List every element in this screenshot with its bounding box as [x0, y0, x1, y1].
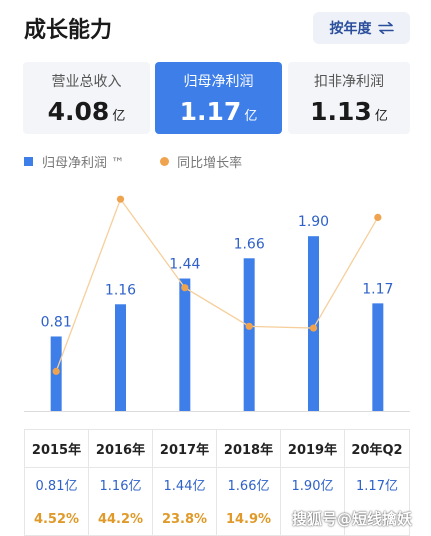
table-year-cell: 20年Q2 [345, 430, 409, 468]
growth-point-3 [245, 322, 253, 330]
metric-unit: 亿 [374, 108, 388, 124]
table-year-cell: 2016年 [89, 430, 153, 468]
chart-legend: 归母净利润 ™ 同比增长率 [24, 152, 242, 171]
legend-line-label: 同比增长率 [177, 156, 243, 171]
metric-unit: 亿 [112, 108, 126, 124]
data-table: 2015年 2016年 2017年 2018年 2019年 20年Q2 0.81亿 1.16亿… [24, 429, 410, 536]
table-year-cell: 2015年 [25, 430, 89, 468]
metric-card-deducted-profit[interactable]: 扣非净利润 1.13 亿 [288, 62, 410, 134]
growth-line [55, 197, 379, 372]
metric-label: 营业总收入 [51, 73, 122, 90]
bar-4 [308, 236, 319, 411]
metric-value: 1.13 [310, 96, 372, 126]
metric-unit: 亿 [244, 108, 258, 124]
growth-point-4 [309, 324, 318, 332]
table-year-cell: 2018年 [217, 430, 281, 468]
table-profit-cell: 1.16亿 [89, 468, 153, 501]
growth-point-0 [52, 367, 60, 375]
bar-label-1: 1.16 [105, 282, 136, 298]
bar-5 [372, 303, 384, 411]
table-profit-cell: 1.66亿 [217, 468, 281, 501]
watermark: 搜狐号@短线擒妖 [292, 510, 413, 528]
table-year-cell: 2017年 [153, 430, 217, 468]
bar-label-3: 1.66 [234, 236, 265, 252]
legend-bar-swatch [24, 157, 33, 166]
metric-card-revenue[interactable]: 营业总收入 4.08 亿 [23, 62, 150, 134]
growth-point-2 [181, 284, 189, 292]
table-growth-cell: 4.52% [25, 501, 89, 536]
bar-label-5: 1.17 [362, 281, 393, 297]
legend-line-swatch [160, 157, 170, 166]
bar-label-0: 0.81 [41, 314, 72, 330]
bar-0 [50, 336, 62, 411]
legend-bar-label: 归母净利润 ™ [42, 156, 125, 171]
metric-card-net-profit[interactable]: 归母净利润 1.17 亿 [155, 62, 282, 134]
table-profit-cell: 0.81亿 [25, 468, 89, 501]
bar-2 [179, 278, 191, 411]
metric-value: 4.08 [47, 96, 110, 126]
table-year-cell: 2019年 [281, 430, 345, 468]
swap-arrows-icon [377, 22, 394, 34]
section-title: 成长能力 [24, 18, 113, 43]
table-profit-cell: 1.90亿 [281, 468, 345, 501]
metric-label: 扣非净利润 [314, 73, 384, 90]
period-toggle-label: 按年度 [329, 21, 372, 37]
period-toggle-button[interactable]: 按年度 [313, 12, 410, 44]
bar-3 [243, 258, 255, 411]
growth-point-1 [116, 195, 125, 203]
growth-point-5 [374, 213, 382, 221]
metric-label: 归母净利润 [183, 73, 254, 90]
table-growth-cell: 14.9% [217, 501, 281, 536]
bar-label-4: 1.90 [298, 214, 329, 230]
table-growth-cell: 44.2% [89, 501, 153, 536]
table-growth-cell [281, 501, 345, 536]
metric-value: 1.17 [179, 96, 242, 126]
table-growth-cell: 23.8% [153, 501, 217, 536]
table-profit-cell: 1.44亿 [153, 468, 217, 501]
table-profit-cell: 1.17亿 [356, 479, 398, 494]
bar-label-2: 1.44 [169, 257, 200, 273]
bar-1 [115, 304, 126, 411]
